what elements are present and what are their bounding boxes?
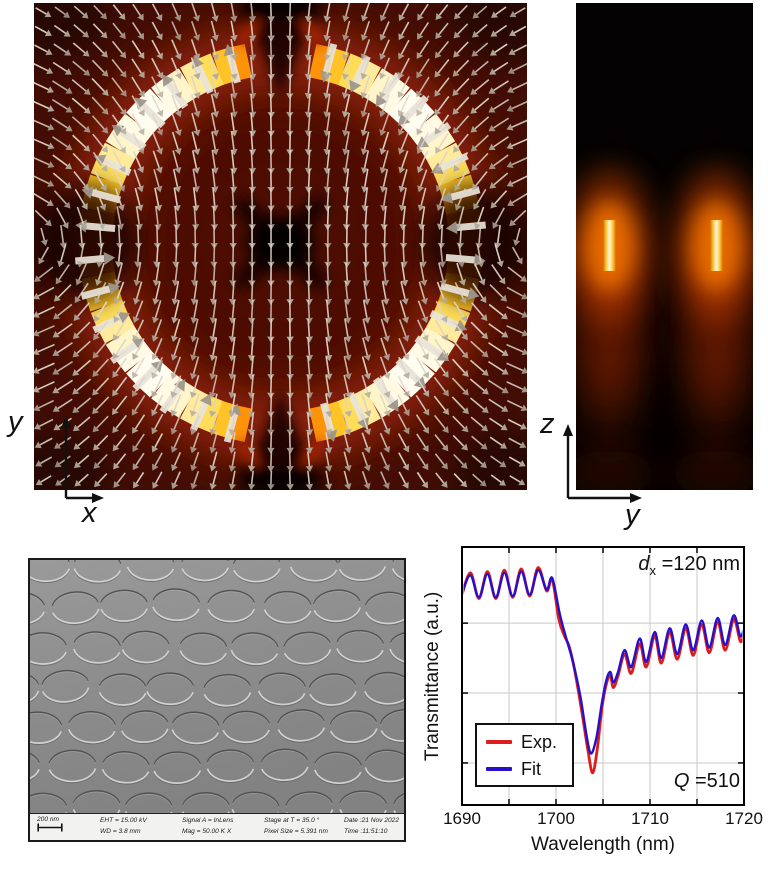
dx-symbol: d xyxy=(638,553,650,575)
legend-label-fit: Fit xyxy=(521,758,541,779)
scale-bar-label: 200 nm xyxy=(37,816,59,823)
axis-label-x: x xyxy=(82,497,97,529)
field-map-xy-panel xyxy=(34,3,527,490)
x-tick-label-1720: 1720 xyxy=(725,809,763,828)
q-symbol: Q xyxy=(673,770,690,792)
chart-x-axis-label: Wavelength (nm) xyxy=(531,834,675,855)
sem-pixel-size: Pixel Size = 5.391 nm xyxy=(264,827,328,835)
q-value: =510 xyxy=(689,770,740,792)
field-map-zy-panel xyxy=(576,3,753,490)
sem-info-signal: Signal A = InLens Mag = 50.00 K X xyxy=(182,816,233,838)
sem-date: Date :21 Nov 2022 xyxy=(344,817,399,824)
axis-label-y: y xyxy=(8,406,23,438)
sem-signal: Signal A = InLens xyxy=(182,817,234,824)
sem-infobar: 200 nm EHT = 15.00 kV WD = 3.8 mm Signal… xyxy=(30,813,404,840)
x-tick-label-1690: 1690 xyxy=(443,809,481,828)
dx-annotation: dx =120 nm xyxy=(638,553,740,578)
legend-label-exp: Exp. xyxy=(521,732,558,752)
x-tick-label-1710: 1710 xyxy=(631,809,669,828)
sem-mag: Mag = 50.00 K X xyxy=(182,827,232,835)
legend-entry-exp: Exp. xyxy=(486,732,563,753)
transmittance-chart: Transmittance (a.u.) 1690 1700 1710 1720… xyxy=(422,540,768,869)
sem-stage: Stage at T = 35.0 ° xyxy=(264,817,320,824)
sem-info-beam: EHT = 15.00 kV WD = 3.8 mm xyxy=(100,816,147,838)
q-annotation: Q =510 xyxy=(674,770,740,793)
sem-wd: WD = 3.8 mm xyxy=(100,827,141,835)
legend: Exp. Fit xyxy=(475,723,574,788)
sem-panel: 200 nm EHT = 15.00 kV WD = 3.8 mm Signal… xyxy=(28,558,406,842)
legend-swatch-fit xyxy=(486,767,512,772)
dx-subscript: x xyxy=(649,563,657,578)
sem-info-stage: Stage at T = 35.0 ° Pixel Size = 5.391 n… xyxy=(264,816,328,838)
x-tick-label-1700: 1700 xyxy=(537,809,575,828)
axis-label-z: z xyxy=(540,408,555,440)
axis-label-y2: y xyxy=(625,499,640,531)
sem-image xyxy=(30,560,404,813)
legend-entry-fit: Fit xyxy=(486,759,563,780)
sem-info-date: Date :21 Nov 2022 Time :11:51:10 xyxy=(344,816,399,838)
scale-bar: 200 nm xyxy=(37,816,63,834)
scale-bar-icon xyxy=(37,823,63,832)
legend-swatch-exp xyxy=(486,740,512,745)
dx-value: =120 nm xyxy=(656,553,740,575)
sem-eht: EHT = 15.00 kV xyxy=(100,817,147,824)
sem-time: Time :11:51:10 xyxy=(344,827,388,835)
chart-y-axis-label: Transmittance (a.u.) xyxy=(422,591,443,761)
